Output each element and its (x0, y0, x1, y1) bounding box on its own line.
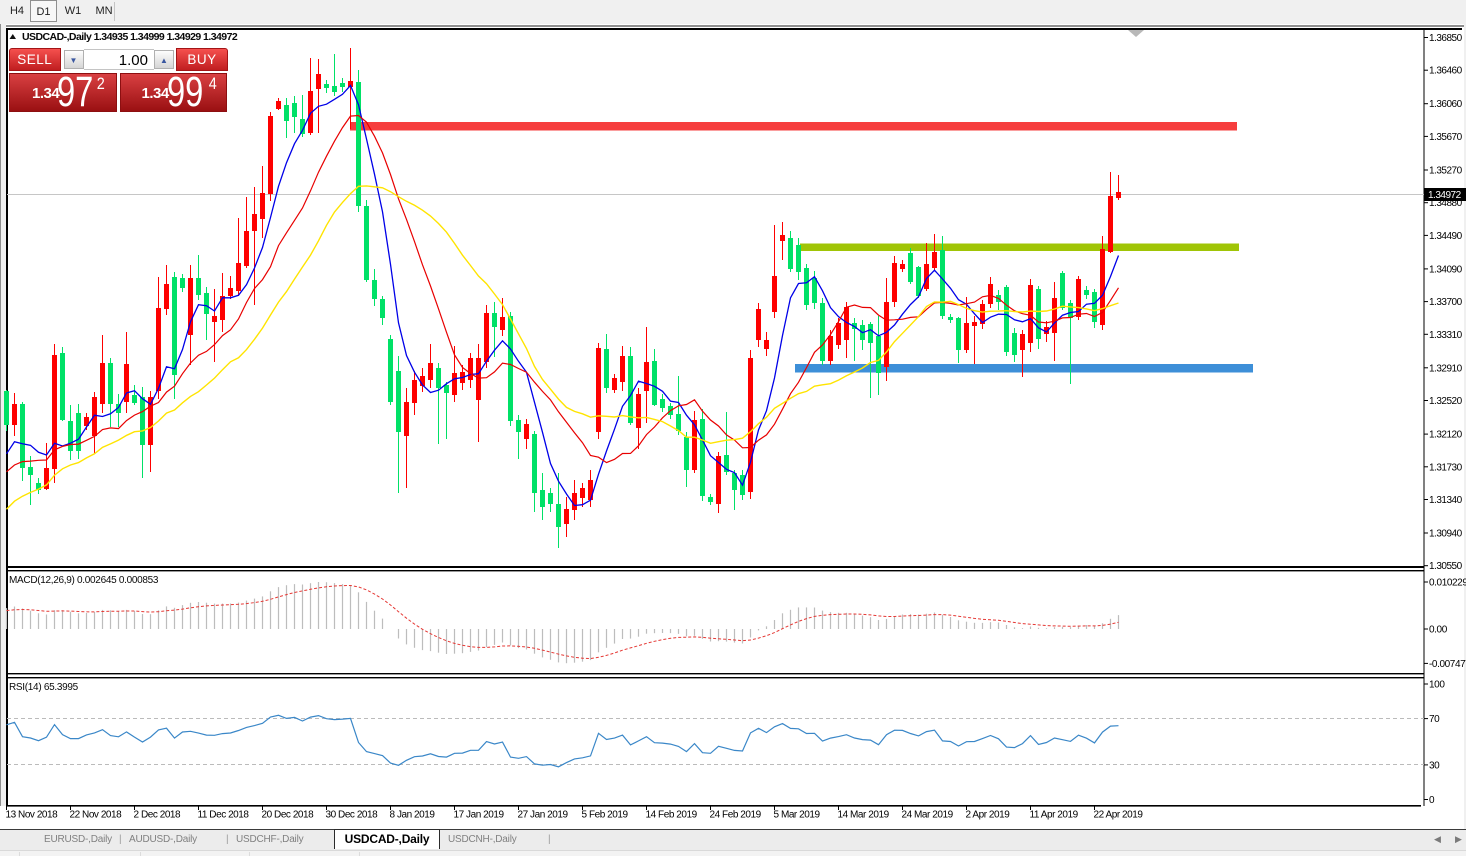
svg-text:0.010229: 0.010229 (1429, 578, 1466, 589)
svg-text:RSI(14) 65.3995: RSI(14) 65.3995 (9, 682, 79, 693)
svg-text:1.32120: 1.32120 (1429, 430, 1463, 441)
svg-text:1.32910: 1.32910 (1429, 363, 1463, 374)
svg-text:1.31730: 1.31730 (1429, 462, 1463, 473)
svg-text:1.30550: 1.30550 (1429, 561, 1463, 572)
svg-text:30: 30 (1429, 760, 1440, 771)
svg-text:MACD(12,26,9) 0.002645 0.00085: MACD(12,26,9) 0.002645 0.000853 (9, 575, 159, 586)
svg-text:22 Nov 2018: 22 Nov 2018 (70, 810, 123, 821)
svg-text:30 Dec 2018: 30 Dec 2018 (326, 810, 379, 821)
svg-text:1.36060: 1.36060 (1429, 99, 1463, 110)
svg-text:1.34090: 1.34090 (1429, 264, 1463, 275)
svg-text:8 Jan 2019: 8 Jan 2019 (390, 810, 436, 821)
svg-text:5 Feb 2019: 5 Feb 2019 (582, 810, 629, 821)
svg-text:1.36460: 1.36460 (1429, 66, 1463, 77)
svg-text:1.33310: 1.33310 (1429, 330, 1463, 341)
svg-text:1.34490: 1.34490 (1429, 231, 1463, 242)
svg-text:0: 0 (1429, 795, 1435, 806)
svg-text:-0.007477: -0.007477 (1429, 659, 1466, 670)
svg-text:5 Mar 2019: 5 Mar 2019 (774, 810, 821, 821)
svg-text:14 Feb 2019: 14 Feb 2019 (646, 810, 698, 821)
svg-text:27 Jan 2019: 27 Jan 2019 (518, 810, 569, 821)
svg-text:24 Feb 2019: 24 Feb 2019 (710, 810, 762, 821)
svg-text:14 Mar 2019: 14 Mar 2019 (838, 810, 890, 821)
svg-text:1.32520: 1.32520 (1429, 396, 1463, 407)
svg-text:1.35670: 1.35670 (1429, 132, 1463, 143)
svg-text:2 Dec 2018: 2 Dec 2018 (134, 810, 182, 821)
svg-text:100: 100 (1429, 680, 1445, 691)
svg-text:20 Dec 2018: 20 Dec 2018 (262, 810, 315, 821)
svg-text:13 Nov 2018: 13 Nov 2018 (6, 810, 59, 821)
svg-text:17 Jan 2019: 17 Jan 2019 (454, 810, 505, 821)
svg-text:1.34880: 1.34880 (1429, 198, 1463, 209)
svg-text:1.31340: 1.31340 (1429, 495, 1463, 506)
svg-text:70: 70 (1429, 714, 1440, 725)
svg-text:1.35270: 1.35270 (1429, 166, 1463, 177)
svg-text:1.36850: 1.36850 (1429, 33, 1463, 44)
svg-text:24 Mar 2019: 24 Mar 2019 (902, 810, 954, 821)
svg-text:22 Apr 2019: 22 Apr 2019 (1094, 810, 1144, 821)
svg-text:USDCAD-,Daily 1.34935 1.34999: USDCAD-,Daily 1.34935 1.34999 1.34929 1.… (22, 31, 238, 43)
svg-text:1.34972: 1.34972 (1428, 190, 1462, 201)
svg-text:1.33700: 1.33700 (1429, 297, 1463, 308)
svg-text:11 Apr 2019: 11 Apr 2019 (1030, 810, 1079, 821)
svg-text:2 Apr 2019: 2 Apr 2019 (966, 810, 1011, 821)
svg-text:11 Dec 2018: 11 Dec 2018 (198, 810, 250, 821)
svg-text:0.00: 0.00 (1429, 625, 1448, 636)
svg-text:1.30940: 1.30940 (1429, 529, 1463, 540)
